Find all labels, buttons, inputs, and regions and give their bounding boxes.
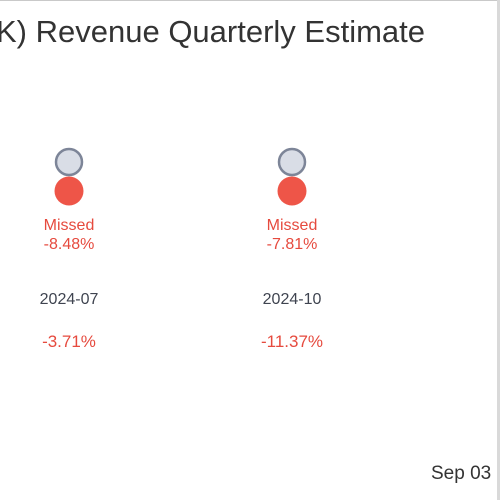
estimate-marker: [277, 147, 307, 177]
surprise-label: -7.81%: [266, 236, 318, 253]
change-label: -11.37%: [260, 332, 324, 351]
change-label: -1: [455, 333, 500, 351]
surprise-label: -8.48%: [43, 236, 95, 253]
chart-title: K) Revenue Quarterly Estimate: [0, 14, 426, 49]
estimate-marker: [54, 147, 84, 177]
period-label: 20: [455, 291, 500, 309]
period-label: 2024-07: [39, 291, 99, 308]
frame-right-border: [497, 0, 500, 500]
change-label: -3.71%: [42, 332, 96, 351]
actual-marker: [54, 176, 84, 206]
actual-marker: [277, 176, 307, 206]
status-label: Missed: [266, 217, 318, 234]
status-label: M: [455, 217, 500, 235]
surprise-label: -1: [455, 236, 500, 254]
status-label: Missed: [43, 217, 95, 234]
period-label: 2024-10: [262, 291, 322, 308]
frame-top-border: [0, 0, 500, 1]
date-label: Sep 03: [431, 463, 492, 484]
